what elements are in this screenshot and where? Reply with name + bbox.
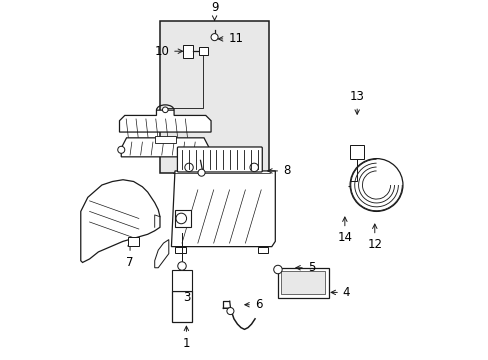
Text: 5: 5 (295, 261, 314, 274)
FancyBboxPatch shape (177, 147, 262, 172)
Text: 13: 13 (349, 90, 364, 114)
Text: 9: 9 (210, 1, 218, 20)
Polygon shape (128, 237, 139, 246)
Polygon shape (349, 144, 364, 159)
Polygon shape (175, 247, 185, 253)
Text: 3: 3 (183, 273, 190, 304)
Polygon shape (183, 45, 193, 58)
Text: 6: 6 (244, 298, 262, 311)
Polygon shape (172, 270, 191, 291)
Bar (160, 21, 268, 173)
Text: 7: 7 (126, 242, 134, 269)
Circle shape (211, 33, 218, 41)
Text: 11: 11 (218, 32, 243, 45)
Text: 2: 2 (176, 154, 197, 167)
Polygon shape (281, 271, 325, 294)
Polygon shape (257, 247, 268, 253)
Polygon shape (121, 138, 209, 157)
Text: 1: 1 (183, 326, 190, 350)
Polygon shape (154, 240, 168, 268)
Polygon shape (81, 180, 160, 262)
Circle shape (118, 146, 124, 153)
Circle shape (249, 163, 258, 172)
Bar (175, 210, 190, 227)
Circle shape (198, 169, 204, 176)
Circle shape (176, 213, 186, 224)
Text: 14: 14 (337, 217, 352, 244)
Circle shape (184, 163, 193, 172)
Polygon shape (119, 110, 211, 132)
Text: 10: 10 (154, 45, 182, 58)
Polygon shape (277, 268, 328, 298)
Polygon shape (154, 136, 176, 143)
Circle shape (162, 107, 168, 113)
Bar (172, 291, 191, 322)
Text: 12: 12 (366, 224, 382, 251)
Circle shape (273, 265, 282, 274)
Text: 4: 4 (330, 286, 349, 299)
Circle shape (178, 262, 186, 270)
Text: 8: 8 (267, 165, 290, 177)
Circle shape (226, 307, 233, 315)
Polygon shape (171, 171, 275, 247)
Polygon shape (199, 47, 207, 55)
